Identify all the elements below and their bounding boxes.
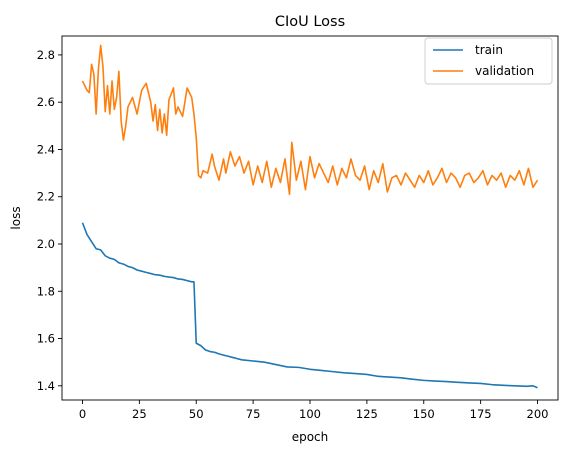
y-tick-label: 1.6	[37, 332, 55, 346]
x-tick-label: 0	[79, 407, 86, 421]
y-tick-label: 2.4	[37, 142, 55, 156]
y-tick-label: 1.8	[37, 284, 55, 298]
x-tick-label: 125	[356, 407, 378, 421]
y-tick-label: 2.2	[37, 190, 55, 204]
x-tick-label: 200	[527, 407, 549, 421]
x-tick-label: 75	[246, 407, 261, 421]
x-tick-label: 150	[413, 407, 435, 421]
x-tick-label: 50	[189, 407, 204, 421]
x-tick-label: 100	[299, 407, 321, 421]
chart-title: CIoU Loss	[275, 14, 345, 30]
y-tick-label: 2.6	[37, 95, 55, 109]
legend: train validation	[424, 37, 553, 85]
y-axis-label: loss	[9, 206, 23, 229]
x-tick-label: 175	[470, 407, 492, 421]
y-axis-ticks: 1.4 1.6 1.8 2.0 2.2 2.4 2.6 2.8	[37, 48, 62, 393]
x-axis-label: epoch	[292, 430, 329, 444]
x-axis-ticks: 0 25 50 75 100 125 150 175 200	[79, 400, 549, 421]
y-tick-label: 1.4	[37, 379, 55, 393]
plot-frame	[61, 35, 559, 401]
series-line-validation	[81, 44, 539, 196]
y-tick-label: 2.0	[37, 237, 55, 251]
x-tick-label: 25	[132, 407, 147, 421]
legend-label-train: train	[475, 43, 503, 57]
series-line-train	[81, 222, 538, 389]
y-tick-label: 2.8	[37, 48, 55, 62]
series-lines	[81, 44, 539, 389]
legend-label-validation: validation	[475, 64, 534, 78]
